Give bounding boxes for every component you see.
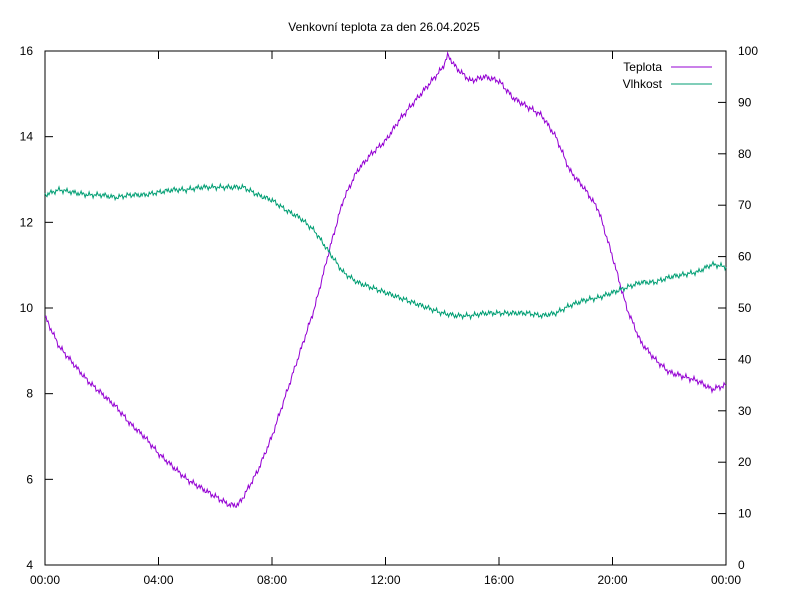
x-tick-label: 00:00 (711, 573, 741, 587)
series-layer (44, 51, 727, 509)
right-tick-label: 20 (738, 455, 752, 469)
right-tick-label: 40 (738, 352, 752, 366)
right-tick-label: 50 (738, 301, 752, 315)
x-tick-label: 08:00 (257, 573, 287, 587)
right-tick-label: 80 (738, 147, 752, 161)
left-tick-label: 10 (20, 301, 34, 315)
x-tick-label: 00:00 (30, 573, 60, 587)
plot-frame (44, 50, 727, 566)
left-tick-label: 8 (26, 387, 33, 401)
x-tick-label: 16:00 (484, 573, 514, 587)
x-axis: 00:00 04:00 08:00 12:00 16:00 20:00 00:00 (30, 51, 741, 587)
right-tick-label: 10 (738, 507, 752, 521)
right-tick-label: 0 (738, 558, 745, 572)
legend-label: Vlhkost (623, 77, 663, 91)
left-tick-label: 6 (26, 472, 33, 486)
left-tick-label: 16 (20, 44, 34, 58)
left-axis: 4 6 8 10 12 14 16 (20, 44, 53, 572)
right-tick-label: 90 (738, 95, 752, 109)
left-tick-label: 12 (20, 215, 34, 229)
right-axis: 0 10 20 30 40 50 60 70 80 90 100 (718, 44, 758, 572)
series-line-vlhkost (44, 182, 727, 321)
x-tick-label: 04:00 (143, 573, 173, 587)
x-tick-label: 20:00 (597, 573, 627, 587)
left-tick-label: 4 (26, 558, 33, 572)
right-tick-label: 70 (738, 198, 752, 212)
series-line-teplota (44, 51, 727, 509)
x-tick-label: 12:00 (370, 573, 400, 587)
left-tick-label: 14 (20, 130, 34, 144)
chart-title: Venkovní teplota za den 26.04.2025 (288, 20, 480, 34)
right-tick-label: 60 (738, 250, 752, 264)
legend: Teplota Vlhkost (623, 60, 712, 91)
right-tick-label: 30 (738, 404, 752, 418)
right-tick-label: 100 (738, 44, 758, 58)
legend-label: Teplota (623, 60, 662, 74)
